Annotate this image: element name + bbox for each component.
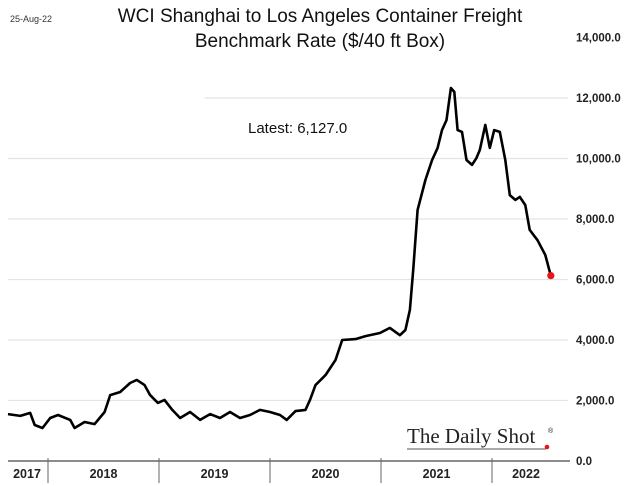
title-backdrop (195, 4, 570, 64)
y-tick-label: 8,000.0 (576, 214, 614, 226)
registered-mark: ® (548, 427, 554, 435)
series-line (7, 86, 553, 430)
x-tick-label: 2019 (201, 467, 229, 481)
x-axis: 2017 2018 2019 2020 2021 2022 (8, 458, 570, 483)
x-tick-label: 2020 (312, 467, 340, 481)
y-tick-label: 2,000.0 (576, 396, 614, 408)
y-tick-label: 10,000.0 (576, 154, 621, 166)
latest-annotation: Latest: 6,127.0 (248, 120, 347, 137)
chart-title-line-2: Benchmark Rate ($/40 ft Box) (195, 31, 445, 52)
logo-red-dot (544, 444, 550, 450)
gridlines (8, 97, 568, 402)
x-tick-label: 2021 (423, 467, 451, 481)
logo-text: The Daily Shot (407, 424, 535, 448)
y-tick-label: 12,000.0 (576, 93, 621, 105)
daily-shot-logo: The Daily Shot ® (407, 424, 554, 450)
y-tick-label: 6,000.0 (576, 275, 614, 287)
date-stamp: 25-Aug-22 (10, 14, 52, 24)
x-tick-label: 2018 (90, 467, 118, 481)
latest-point-marker (547, 272, 555, 280)
y-tick-label: 14,000.0 (576, 33, 621, 45)
y-axis-labels: 0.0 2,000.0 4,000.0 6,000.0 8,000.0 10,000.0 1… (576, 33, 621, 469)
x-tick-label: 2022 (512, 467, 540, 481)
x-tick-label: 2017 (13, 467, 41, 481)
y-tick-label: 0.0 (576, 456, 592, 468)
y-tick-label: 4,000.0 (576, 335, 614, 347)
chart-title-line-1: WCI Shanghai to Los Angeles Container Fr… (118, 6, 523, 27)
